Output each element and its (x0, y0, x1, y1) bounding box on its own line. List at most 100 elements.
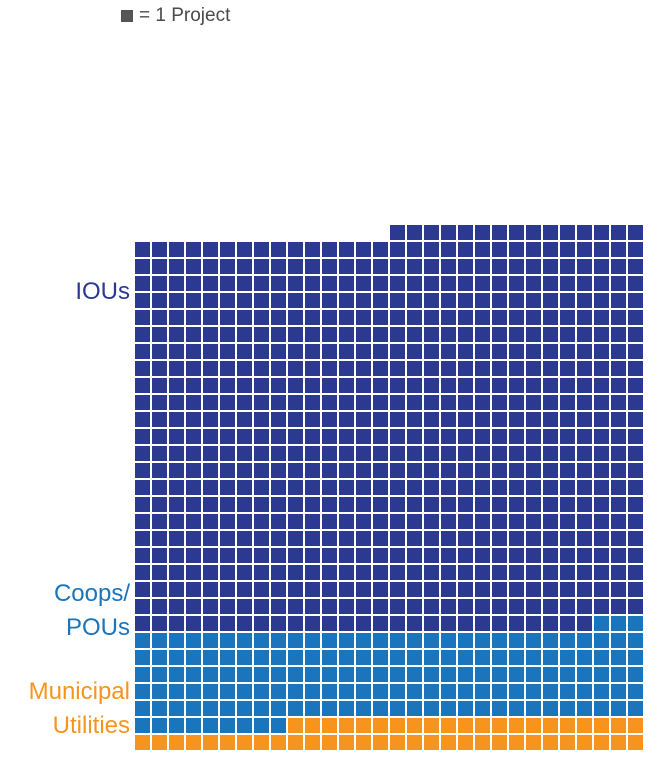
waffle-cell-coops-pous (509, 667, 524, 682)
waffle-cell-coops-pous (611, 633, 626, 648)
waffle-cell-coops-pous (441, 667, 456, 682)
waffle-cell-municipal-utilities (424, 718, 439, 733)
waffle-cell-coops-pous (441, 701, 456, 716)
waffle-cell-ious (577, 225, 592, 240)
waffle-cell-ious (288, 599, 303, 614)
waffle-cell-ious (509, 599, 524, 614)
waffle-cell-ious (390, 480, 405, 495)
waffle-cell-coops-pous (390, 684, 405, 699)
waffle-cell-ious (186, 276, 201, 291)
waffle-cell-ious (390, 378, 405, 393)
waffle-cell-ious (458, 616, 473, 631)
waffle-cell-ious (407, 242, 422, 257)
waffle-cell-ious (186, 446, 201, 461)
waffle-cell-ious (407, 344, 422, 359)
waffle-cell-ious (492, 259, 507, 274)
waffle-cell-ious (288, 327, 303, 342)
waffle-cell-ious (628, 310, 643, 325)
waffle-cell-coops-pous (339, 684, 354, 699)
waffle-cell-ious (288, 446, 303, 461)
waffle-cell-ious (373, 361, 388, 376)
waffle-cell-ious (322, 446, 337, 461)
waffle-cell-ious (543, 259, 558, 274)
waffle-cell-ious (509, 412, 524, 427)
waffle-cell-ious (373, 531, 388, 546)
waffle-cell-ious (611, 327, 626, 342)
waffle-cell-ious (611, 395, 626, 410)
waffle-cell-ious (169, 276, 184, 291)
waffle-cell-municipal-utilities (492, 735, 507, 750)
waffle-cell-ious (373, 429, 388, 444)
waffle-cell-ious (526, 395, 541, 410)
waffle-cell-ious (135, 395, 150, 410)
waffle-cell-ious (424, 463, 439, 478)
waffle-cell-municipal-utilities (543, 718, 558, 733)
waffle-cell-ious (220, 344, 235, 359)
waffle-cell-ious (305, 310, 320, 325)
waffle-cell-ious (526, 361, 541, 376)
waffle-cell-ious (237, 548, 252, 563)
waffle-cell-ious (577, 497, 592, 512)
waffle-cell-ious (373, 412, 388, 427)
waffle-cell-ious (322, 344, 337, 359)
waffle-cell-ious (475, 225, 490, 240)
waffle-cell-coops-pous (373, 650, 388, 665)
waffle-cell-ious (509, 429, 524, 444)
waffle-cell-ious (169, 463, 184, 478)
waffle-cell-ious (441, 310, 456, 325)
waffle-cell-ious (169, 412, 184, 427)
waffle-cell-ious (356, 344, 371, 359)
waffle-cell-ious (305, 531, 320, 546)
waffle-cell-ious (628, 497, 643, 512)
waffle-cell-ious (288, 395, 303, 410)
waffle-cell-municipal-utilities (407, 735, 422, 750)
waffle-cell-ious (339, 599, 354, 614)
waffle-cell-ious (254, 616, 269, 631)
waffle-cell-coops-pous (322, 633, 337, 648)
waffle-cell-ious (526, 310, 541, 325)
waffle-cell-ious (594, 429, 609, 444)
waffle-cell-coops-pous (237, 650, 252, 665)
waffle-cell-coops-pous (254, 701, 269, 716)
waffle-cell-ious (186, 565, 201, 580)
waffle-cell-ious (526, 327, 541, 342)
waffle-cell-ious (424, 446, 439, 461)
waffle-cell-ious (373, 514, 388, 529)
waffle-cell-ious (441, 327, 456, 342)
waffle-cell-ious (169, 293, 184, 308)
waffle-cell-ious (288, 344, 303, 359)
waffle-cell-coops-pous (407, 633, 422, 648)
waffle-cell-ious (577, 344, 592, 359)
waffle-cell-ious (152, 327, 167, 342)
waffle-cell-ious (152, 463, 167, 478)
waffle-cell-coops-pous (628, 650, 643, 665)
waffle-cell-ious (254, 582, 269, 597)
waffle-cell-ious (135, 497, 150, 512)
waffle-cell-coops-pous (407, 684, 422, 699)
waffle-cell-ious (237, 480, 252, 495)
waffle-cell-ious (237, 429, 252, 444)
waffle-cell-ious (611, 344, 626, 359)
waffle-cell-municipal-utilities (594, 735, 609, 750)
waffle-cell-ious (560, 395, 575, 410)
waffle-cell-ious (560, 480, 575, 495)
waffle-cell-ious (186, 378, 201, 393)
waffle-cell-coops-pous (220, 684, 235, 699)
waffle-cell-ious (390, 344, 405, 359)
waffle-cell-ious (254, 565, 269, 580)
waffle-cell-coops-pous (271, 650, 286, 665)
waffle-cell-ious (611, 582, 626, 597)
waffle-cell-ious (475, 378, 490, 393)
waffle-cell-ious (441, 259, 456, 274)
waffle-cell-ious (526, 497, 541, 512)
waffle-cell-ious (526, 548, 541, 563)
waffle-cell-ious (373, 293, 388, 308)
waffle-cell-municipal-utilities (526, 735, 541, 750)
waffle-cell-ious (526, 582, 541, 597)
waffle-cell-ious (526, 429, 541, 444)
waffle-cell-ious (339, 327, 354, 342)
waffle-cell-municipal-utilities (288, 718, 303, 733)
waffle-cell-ious (390, 565, 405, 580)
waffle-cell-coops-pous (220, 667, 235, 682)
waffle-cell-ious (203, 514, 218, 529)
